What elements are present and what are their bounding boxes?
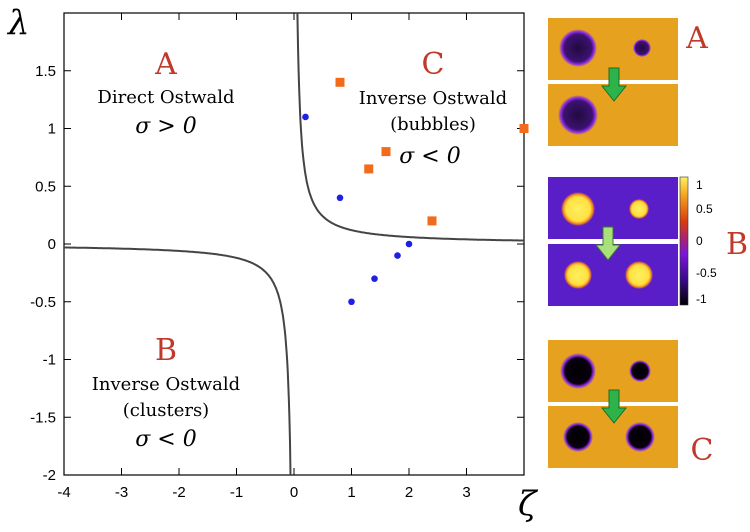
data-point-square	[519, 124, 529, 133]
snapshot-panel-c: C	[548, 340, 713, 468]
region-a-label: Direct Ostwald	[97, 87, 234, 108]
snapshot-c-letter: C	[691, 433, 714, 468]
plot-frame	[63, 12, 525, 476]
x-tick-label: 0	[290, 484, 298, 501]
x-tick-label: -1	[230, 484, 243, 501]
y-tick-label: 1	[48, 121, 56, 138]
colorbar-tick-label: -0.5	[696, 266, 717, 280]
boundary-curve-upper	[296, 12, 524, 242]
colorbar	[679, 176, 689, 306]
snapshot-a-arrow-icon	[600, 67, 628, 102]
snapshot-b-arrow-icon	[594, 226, 622, 261]
y-tick-label: 0.5	[35, 178, 56, 195]
y-tick-label: -0.5	[30, 294, 56, 311]
data-point-circle	[302, 113, 309, 121]
region-b-letter: B	[155, 333, 177, 368]
snapshot-panel-b: 1 0.5 0 -0.5 -1 B	[548, 176, 748, 306]
colorbar-ticks: 1 0.5 0 -0.5 -1	[696, 178, 717, 306]
y-axis-label: λ	[6, 3, 30, 43]
x-tick-label: 3	[462, 484, 470, 501]
y-tick-label: 1.5	[35, 63, 56, 80]
snapshot-c-bottom-right-drop	[625, 422, 655, 452]
y-tick-group: -2 -1.5 -1 -0.5 0 0.5 1 1.5	[30, 63, 524, 484]
snapshot-a-top-small-drop	[633, 39, 651, 57]
colorbar-tick-label: 1	[696, 178, 703, 192]
snapshot-panel-a: A	[548, 18, 708, 146]
data-point-square	[335, 77, 345, 87]
snapshot-c-top-small-drop	[629, 360, 651, 382]
data-point-square	[364, 164, 374, 174]
x-tick-label: -3	[115, 484, 128, 501]
snapshot-b-bottom-left-drop	[564, 261, 592, 289]
region-c-label-line2: (bubbles)	[390, 114, 476, 135]
x-tick-label: -4	[57, 484, 70, 501]
data-point-circle	[348, 298, 355, 306]
data-point-square	[381, 147, 391, 157]
region-b-label-line1: Inverse Ostwald	[92, 374, 240, 395]
snapshot-a-letter: A	[685, 21, 708, 56]
snapshot-c-top-large-drop	[560, 353, 596, 389]
x-axis-label: ζ	[518, 484, 539, 524]
data-points	[302, 77, 529, 306]
data-point-circle	[394, 252, 401, 259]
colorbar-tick-label: 0	[696, 234, 703, 248]
snapshot-c-bottom-left-drop	[563, 422, 593, 452]
y-tick-label: -2	[43, 467, 56, 484]
data-point-square	[427, 216, 437, 226]
data-point-circle	[405, 240, 413, 248]
snapshot-b-letter: B	[726, 227, 748, 262]
snapshot-c-arrow-icon	[600, 389, 628, 424]
y-tick-label: -1.5	[30, 409, 56, 426]
boundary-curve-lower	[64, 246, 292, 476]
region-c-label-line1: Inverse Ostwald	[359, 88, 507, 109]
region-b-condition: σ < 0	[135, 427, 196, 452]
colorbar-tick-label: 0.5	[696, 202, 713, 216]
data-point-circle	[336, 194, 344, 202]
data-point-circle	[371, 275, 378, 282]
region-a-condition: σ > 0	[135, 114, 196, 139]
y-tick-label: 0	[48, 236, 56, 253]
region-c-letter: C	[422, 47, 445, 82]
x-tick-group: -4 -3 -2 -1 0 1 2 3	[57, 13, 471, 501]
region-a-letter: A	[154, 47, 177, 82]
snapshot-a-bottom-drop	[558, 95, 598, 135]
y-tick-label: -1	[43, 352, 56, 369]
x-tick-label: -2	[172, 484, 185, 501]
snapshot-b-bottom-right-drop	[625, 261, 653, 289]
region-b-label-line2: (clusters)	[123, 400, 209, 421]
x-tick-label: 2	[405, 484, 413, 501]
snapshot-b-top-large-drop	[561, 192, 595, 226]
region-c-condition: σ < 0	[399, 144, 460, 169]
x-tick-label: 1	[347, 484, 355, 501]
colorbar-tick-label: -1	[696, 292, 707, 306]
snapshot-b-top-small-drop	[629, 199, 649, 219]
snapshot-a-top-large-drop	[559, 29, 597, 67]
